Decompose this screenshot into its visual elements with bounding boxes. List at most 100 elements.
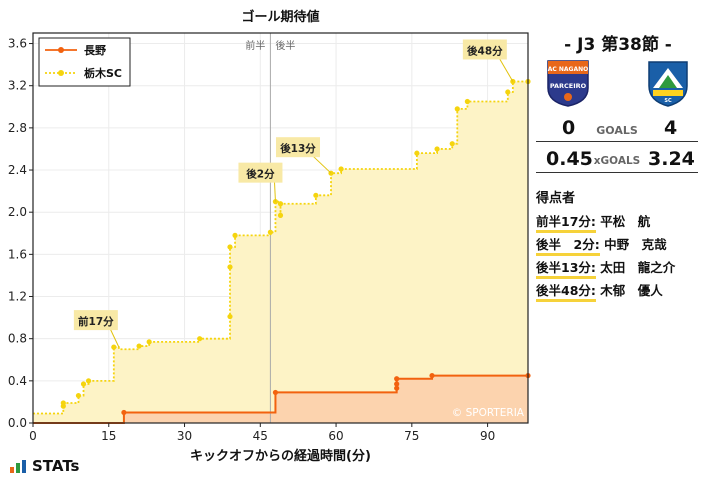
- home-goals: 0: [562, 117, 576, 139]
- scorer-item: 後半 2分: 中野 克哉: [536, 234, 667, 256]
- data-point-away: [85, 378, 92, 384]
- xgoals-row: 0.45 xGOALS 3.24: [536, 148, 698, 174]
- divider: [536, 172, 698, 173]
- scorer-item: 前半17分: 平松 航: [536, 211, 650, 233]
- y-tick-label: 2.8: [8, 121, 27, 135]
- x-tick-label: 15: [101, 429, 116, 443]
- annotation-leader: [498, 57, 514, 82]
- match-title: - J3 第38節 -: [564, 35, 672, 55]
- home-xgoals: 0.45: [546, 148, 593, 170]
- brand-name: STATs: [32, 457, 80, 475]
- away-xgoals: 3.24: [648, 148, 695, 170]
- y-tick-label: 1.2: [8, 290, 27, 304]
- data-point-away: [414, 150, 420, 156]
- stats-logo-icon: [10, 460, 26, 473]
- y-tick-label: 3.6: [8, 37, 27, 51]
- data-point-home: [394, 376, 400, 382]
- divider: [536, 141, 698, 142]
- scorer-item: 後半13分: 太田 龍之介: [536, 257, 675, 279]
- y-tick-label: 2.4: [8, 163, 27, 177]
- y-tick-label: 0.8: [8, 332, 27, 346]
- svg-text:PARCEIRO: PARCEIRO: [550, 82, 587, 90]
- y-tick-label: 0.0: [8, 416, 27, 430]
- data-point-home: [429, 372, 435, 379]
- x-tick-label: 30: [177, 429, 192, 443]
- annotation-box: [462, 39, 507, 60]
- annotation-label: 後2分: [245, 168, 275, 181]
- data-point-away: [136, 343, 142, 349]
- x-tick-label: 90: [480, 429, 495, 443]
- annotation-label: 前17分: [78, 315, 114, 328]
- tochigi-sc-crest-icon: SC: [645, 58, 691, 108]
- annotation-leader: [311, 154, 332, 174]
- scorer-name: 中野 克哉: [604, 237, 667, 252]
- scorer-name: 木郁 優人: [600, 283, 663, 298]
- data-point-away: [60, 400, 66, 406]
- scorer-name: 平松 航: [600, 214, 651, 229]
- scorer-time: 後半13分:: [536, 257, 596, 279]
- scorer-time: 後半 2分:: [536, 234, 600, 256]
- annotation-box: [73, 310, 118, 331]
- data-point-away: [434, 146, 440, 152]
- scorers-title: 得点者: [536, 191, 576, 206]
- x-axis-label: キックオフからの経過時間(分): [190, 448, 371, 464]
- annotation-box: [238, 162, 283, 183]
- data-point-home: [121, 409, 127, 416]
- data-point-away: [197, 336, 203, 342]
- watermark: © SPORTERIA: [452, 407, 525, 419]
- data-point-away: [464, 98, 470, 105]
- data-point-away: [338, 166, 344, 172]
- series-area-away: [33, 81, 528, 424]
- data-point-away: [232, 232, 238, 238]
- annotation-box: [276, 137, 321, 158]
- data-point-away: [454, 106, 460, 112]
- data-point-away: [267, 229, 273, 235]
- legend-box: [38, 37, 131, 87]
- scorer-time: 後半48分:: [536, 280, 596, 302]
- legend-swatch-marker: [58, 47, 64, 53]
- plot-frame: [32, 32, 529, 424]
- xgoals-label: xGOALS: [593, 155, 641, 167]
- y-tick-label: 3.2: [8, 79, 27, 93]
- data-point-away: [277, 212, 284, 218]
- annotation-label: 後13分: [279, 142, 316, 155]
- svg-text:SC: SC: [664, 98, 672, 104]
- annotation-label: 後48分: [466, 44, 503, 57]
- data-point-away: [449, 141, 455, 147]
- annotation-leader: [273, 180, 276, 202]
- series-area-home: [33, 375, 528, 423]
- y-tick-label: 0.4: [8, 374, 27, 388]
- data-point-away: [505, 89, 511, 95]
- scorer-time: 前半17分:: [536, 211, 596, 233]
- data-point-away: [75, 392, 82, 399]
- data-point-away: [146, 339, 152, 345]
- x-tick-label: 45: [253, 429, 268, 443]
- scorer-item: 後半48分: 木郁 優人: [536, 280, 663, 302]
- legend-label: 長野: [84, 44, 106, 57]
- data-point-away: [227, 264, 233, 270]
- svg-text:AC NAGANO: AC NAGANO: [548, 66, 589, 73]
- data-point-home: [394, 381, 400, 387]
- data-point-away: [227, 313, 233, 320]
- data-point-away: [313, 192, 319, 198]
- data-point-away: [111, 344, 117, 350]
- x-tick-label: 60: [328, 429, 343, 443]
- y-tick-label: 2.0: [8, 205, 27, 219]
- parceiro-crest-icon: AC NAGANO PARCEIRO: [545, 58, 591, 108]
- halftime-label-second: 後半: [275, 39, 295, 52]
- chart-title: ゴール期待値: [241, 9, 319, 25]
- y-tick-label: 1.6: [8, 247, 27, 261]
- data-point-away: [277, 201, 284, 207]
- halftime-label-first: 前半: [245, 39, 265, 52]
- x-tick-label: 75: [404, 429, 419, 443]
- scorer-name: 太田 龍之介: [600, 260, 676, 275]
- legend-label: 栃木SC: [84, 66, 122, 80]
- data-point-home: [272, 389, 279, 396]
- legend-swatch-marker: [58, 70, 64, 76]
- data-point-away: [227, 244, 233, 250]
- goals-row: 0 GOALS 4: [536, 117, 698, 143]
- away-goals: 4: [664, 117, 678, 139]
- x-tick-label: 0: [29, 429, 37, 443]
- annotation-leader: [109, 327, 120, 348]
